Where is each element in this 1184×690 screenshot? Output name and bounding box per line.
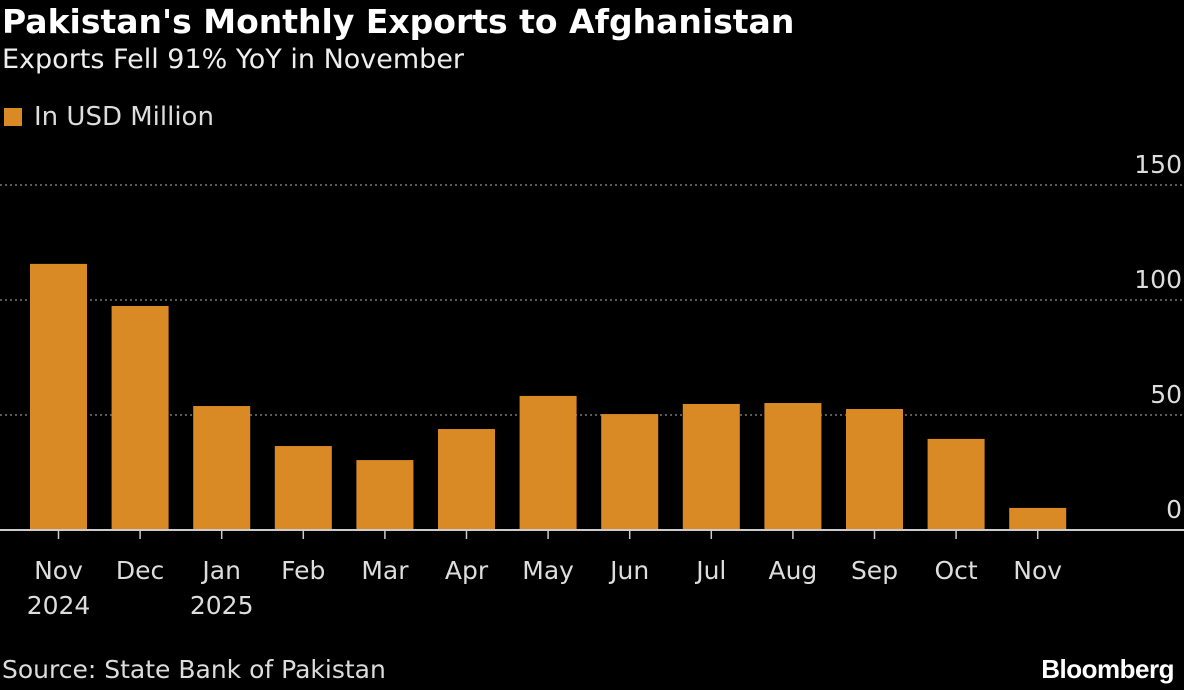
bar xyxy=(111,305,169,530)
bar xyxy=(30,263,87,530)
source-note: Source: State Bank of Pakistan xyxy=(2,655,386,684)
x-tick-label: Nov xyxy=(1013,556,1062,585)
y-tick-label: 0 xyxy=(1166,495,1182,524)
x-tick-label: Nov xyxy=(34,556,83,585)
bar xyxy=(274,446,332,530)
bar xyxy=(438,429,495,530)
x-tick-label: Oct xyxy=(934,556,977,585)
bar xyxy=(356,460,414,530)
y-tick-label: 50 xyxy=(1150,380,1182,409)
chart-title: Pakistan's Monthly Exports to Afghanista… xyxy=(2,2,795,41)
x-tick-label: May xyxy=(522,556,574,585)
x-tick-label: Mar xyxy=(361,556,409,585)
x-tick-label: Dec xyxy=(116,556,164,585)
x-tick-label-year: 2025 xyxy=(190,591,254,620)
legend-swatch xyxy=(4,108,22,126)
y-tick-label: 150 xyxy=(1134,150,1182,179)
bar xyxy=(193,406,251,530)
bar xyxy=(519,395,577,530)
bar xyxy=(682,403,740,530)
y-tick-label: 100 xyxy=(1134,265,1182,294)
x-tick-label: Feb xyxy=(281,556,325,585)
bar xyxy=(846,409,903,530)
x-tick-label: Apr xyxy=(445,556,489,585)
bar xyxy=(601,414,659,530)
x-tick-label: Jan xyxy=(200,556,241,585)
legend-label: In USD Million xyxy=(34,102,214,132)
bloomberg-logo: Bloomberg xyxy=(1041,654,1174,684)
x-tick-label: Aug xyxy=(768,556,817,585)
bar xyxy=(927,438,985,530)
x-tick-label: Sep xyxy=(851,556,898,585)
chart-subtitle: Exports Fell 91% YoY in November xyxy=(2,44,465,75)
x-tick-label-year: 2024 xyxy=(27,591,91,620)
x-tick-label: Jul xyxy=(694,556,726,585)
bar xyxy=(764,403,822,530)
bar-chart: 0 50 100 150 Nov 2024 Dec Jan 2025 Feb Mar Apr May Ju… xyxy=(0,150,1184,620)
legend: In USD Million xyxy=(4,102,214,132)
x-tick-label: Jun xyxy=(608,556,649,585)
bar xyxy=(1009,507,1067,530)
